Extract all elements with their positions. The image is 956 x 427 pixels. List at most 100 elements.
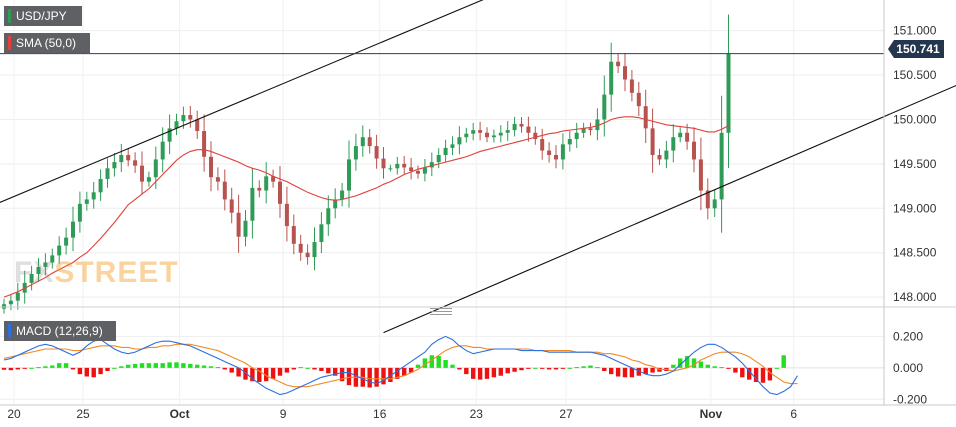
candle-body — [229, 199, 234, 213]
pane-resize-handle[interactable] — [430, 308, 452, 315]
candle-body — [140, 165, 144, 182]
candle-body — [305, 252, 310, 258]
macd-histogram-bar — [77, 367, 83, 375]
macd-histogram-bar — [553, 367, 559, 370]
macd-histogram-bar — [84, 367, 89, 377]
macd-histogram-bar — [243, 367, 248, 380]
candle-body — [112, 162, 117, 169]
candle-body — [643, 106, 648, 129]
candle-body — [298, 243, 303, 253]
macd-histogram-bar — [167, 362, 172, 368]
chart-overlays — [0, 0, 956, 334]
candle-body — [657, 155, 662, 160]
sma-line — [3, 116, 729, 298]
candle-body — [705, 190, 710, 209]
macd-histogram-bar — [491, 367, 497, 378]
macd-histogram-bar — [339, 367, 345, 382]
x-tick-label: 9 — [280, 407, 287, 421]
candle-body — [650, 128, 655, 155]
candle-body — [554, 155, 558, 160]
candle-body — [712, 199, 717, 209]
candle-body — [436, 155, 441, 163]
macd-histogram-bar — [533, 367, 538, 369]
macd-histogram-bar — [153, 363, 158, 368]
macd-legend[interactable]: MACD (12,26,9) — [4, 321, 116, 341]
symbol-swatch — [8, 9, 11, 23]
candle-body — [236, 212, 241, 237]
macd-histogram-bar — [264, 367, 269, 382]
candle-body — [671, 137, 676, 151]
candle-body — [533, 132, 538, 140]
macd-histogram-bar — [774, 367, 779, 369]
x-tick-label: 23 — [470, 407, 484, 421]
macd-histogram-bar — [298, 367, 303, 369]
macd-histogram-bar — [29, 367, 34, 369]
macd-histogram-bar — [747, 367, 752, 380]
macd-histogram-bar — [691, 358, 697, 368]
macd-histogram-bar — [464, 367, 469, 375]
macd-histogram-bar — [698, 361, 704, 368]
candle-body — [464, 133, 469, 138]
candle-body — [726, 53, 731, 133]
macd-histogram-bar — [519, 367, 524, 371]
macd-histogram-bar — [126, 364, 131, 368]
candle-body — [678, 132, 683, 138]
macd-histogram-bar — [229, 367, 234, 373]
symbol-legend[interactable]: USD/JPY — [4, 6, 82, 26]
grid-lines — [0, 0, 884, 404]
macd-histogram-bar — [222, 367, 227, 370]
candle-body — [15, 292, 20, 301]
macd-histogram-bar — [650, 367, 655, 373]
candle-body — [698, 159, 703, 191]
macd-histogram-bar — [595, 367, 600, 369]
candle-body — [347, 159, 351, 191]
candle-body — [257, 187, 262, 191]
macd-histogram-bar — [429, 355, 434, 368]
candle-body — [526, 126, 531, 133]
candle-body — [623, 66, 627, 80]
x-tick-label: 20 — [7, 407, 21, 421]
candle-body — [319, 224, 324, 243]
candle-body — [8, 300, 13, 305]
candle-body — [540, 139, 545, 151]
sma-swatch — [8, 36, 11, 50]
macd-histogram-bar — [291, 367, 296, 370]
macd-histogram-bar — [726, 367, 731, 369]
candle-body — [581, 128, 586, 133]
x-tick-label: 25 — [76, 407, 90, 421]
macd-histogram-bar — [684, 356, 690, 368]
sma-label: SMA (50,0) — [16, 36, 77, 50]
x-tick-label: 6 — [790, 407, 797, 421]
macd-histogram-bar — [457, 367, 462, 370]
macd-histogram-bar — [326, 367, 331, 374]
macd-histogram-bar — [98, 367, 103, 375]
candle-body — [422, 167, 427, 174]
macd-histogram-bar — [422, 358, 428, 368]
macd-histogram-bar — [63, 363, 69, 368]
macd-histogram-bar — [250, 367, 255, 382]
candle-body — [202, 131, 207, 157]
macd-histogram-bar — [781, 355, 786, 368]
macd-histogram-bar — [160, 363, 165, 368]
candle-body — [71, 221, 75, 238]
macd-histogram-bar — [91, 367, 96, 378]
macd-histogram-bar — [567, 367, 572, 369]
y-tick-label: 149.000 — [893, 201, 937, 215]
candle-body — [512, 123, 517, 131]
candle-body — [215, 177, 220, 182]
macd-pane — [0, 335, 884, 396]
macd-histogram-bar — [402, 367, 407, 376]
candle-body — [567, 139, 572, 145]
watermark-logo: FXSTREET — [14, 256, 179, 289]
macd-histogram-bar — [36, 367, 41, 369]
y-tick-label: 151.000 — [893, 24, 937, 38]
macd-histogram-bar — [512, 367, 517, 372]
candle-body — [50, 255, 55, 263]
sma-legend[interactable]: SMA (50,0) — [4, 33, 90, 53]
candle-body — [181, 115, 186, 122]
symbol-label: USD/JPY — [16, 9, 67, 23]
macd-swatch — [8, 324, 11, 338]
candle-body — [126, 155, 131, 161]
candle-body — [264, 176, 269, 191]
